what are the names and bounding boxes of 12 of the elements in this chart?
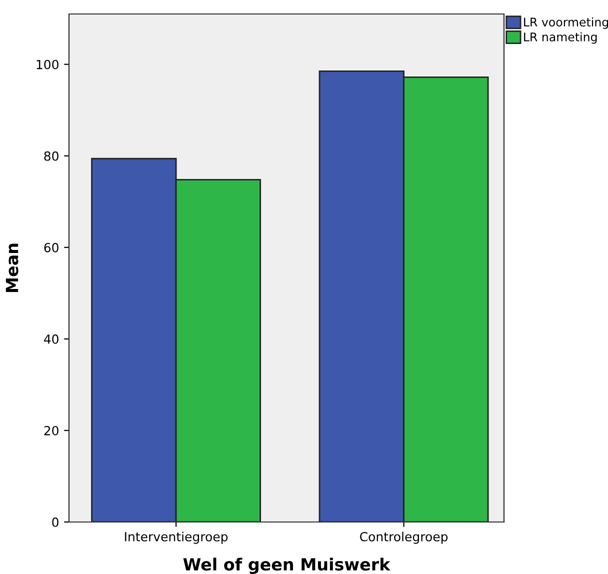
y-tick-label: 0	[52, 517, 58, 527]
y-tick-label: 100	[36, 60, 58, 70]
x-tick-label: Controlegroep	[360, 532, 448, 544]
x-tick-label: Interventiegroep	[125, 532, 228, 544]
y-axis-title: Mean	[6, 244, 18, 292]
y-tick-label: 20	[44, 426, 58, 436]
y-tick-label: 60	[44, 242, 58, 252]
x-axis-title: Wel of geen Muiswerk	[183, 558, 391, 574]
y-tick-label: 80	[44, 151, 58, 161]
y-tick-label: 40	[44, 334, 58, 344]
legend-label: LR voormeting	[524, 17, 608, 29]
legend-label: LR nameting	[524, 32, 597, 44]
